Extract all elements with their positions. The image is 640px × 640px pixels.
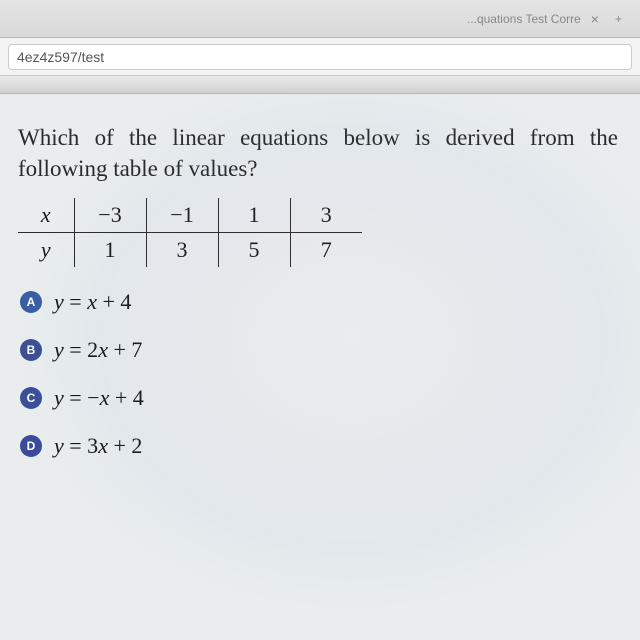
url-text: 4ez4z597/test: [17, 49, 104, 65]
url-field[interactable]: 4ez4z597/test: [8, 44, 632, 70]
close-icon[interactable]: ×: [591, 11, 599, 27]
values-table: x −3 −1 1 3 y 1 3 5 7: [18, 198, 362, 267]
page-content: Which of the linear equations below is d…: [0, 94, 640, 640]
question-prompt: Which of the linear equations below is d…: [18, 122, 622, 184]
choice-a[interactable]: A y = x + 4: [20, 289, 622, 315]
cell-x3: 3: [290, 198, 362, 233]
cell-x0: −3: [74, 198, 146, 233]
choice-equation-d: y = 3x + 2: [54, 433, 142, 459]
cell-x1: −1: [146, 198, 218, 233]
cell-y2: 5: [218, 233, 290, 268]
address-bar: 4ez4z597/test: [0, 38, 640, 76]
table-row: y 1 3 5 7: [18, 233, 362, 268]
row-label-x: x: [18, 198, 74, 233]
choice-bubble-b: B: [20, 339, 42, 361]
choice-d[interactable]: D y = 3x + 2: [20, 433, 622, 459]
tab-title: ...quations Test Corre: [467, 12, 581, 26]
cell-y1: 3: [146, 233, 218, 268]
choice-bubble-c: C: [20, 387, 42, 409]
choice-equation-c: y = −x + 4: [54, 385, 144, 411]
cell-x2: 1: [218, 198, 290, 233]
choice-b[interactable]: B y = 2x + 7: [20, 337, 622, 363]
choice-bubble-d: D: [20, 435, 42, 457]
choice-bubble-a: A: [20, 291, 42, 313]
choice-equation-a: y = x + 4: [54, 289, 131, 315]
cell-y0: 1: [74, 233, 146, 268]
choice-c[interactable]: C y = −x + 4: [20, 385, 622, 411]
choice-equation-b: y = 2x + 7: [54, 337, 142, 363]
browser-tab-strip: ...quations Test Corre × +: [0, 0, 640, 38]
new-tab-icon[interactable]: +: [609, 12, 628, 26]
row-label-y: y: [18, 233, 74, 268]
cell-y3: 7: [290, 233, 362, 268]
toolbar-strip: [0, 76, 640, 94]
table-row: x −3 −1 1 3: [18, 198, 362, 233]
answer-choices: A y = x + 4 B y = 2x + 7 C y = −x + 4 D …: [18, 289, 622, 459]
active-tab[interactable]: ...quations Test Corre × +: [467, 11, 628, 27]
values-table-wrap: x −3 −1 1 3 y 1 3 5 7: [18, 198, 622, 267]
